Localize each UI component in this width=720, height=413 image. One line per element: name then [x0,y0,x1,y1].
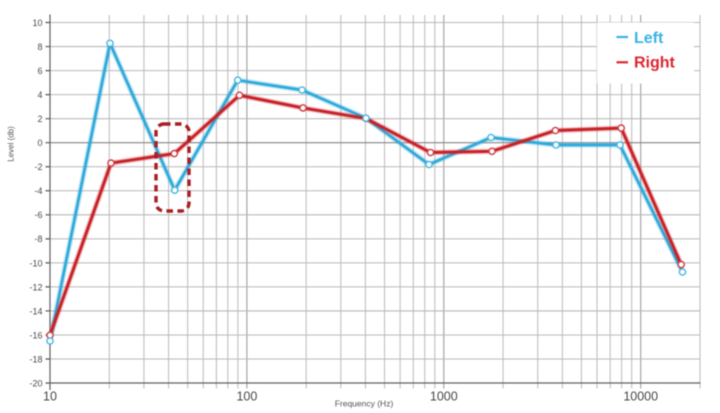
svg-text:6: 6 [37,66,42,76]
svg-text:-14: -14 [29,306,42,316]
svg-text:-10: -10 [29,258,42,268]
svg-text:Frequency (Hz): Frequency (Hz) [335,399,394,409]
svg-text:10: 10 [32,18,42,28]
svg-text:-6: -6 [34,210,42,220]
svg-text:2: 2 [37,114,42,124]
svg-text:-16: -16 [29,330,42,340]
svg-text:-18: -18 [29,354,42,364]
svg-text:-2: -2 [34,162,42,172]
svg-text:Left: Left [634,30,664,47]
svg-text:-8: -8 [34,234,42,244]
svg-text:-4: -4 [34,186,42,196]
svg-text:Right: Right [634,55,676,72]
svg-text:8: 8 [37,42,42,52]
svg-text:-12: -12 [29,282,42,292]
svg-text:-20: -20 [29,378,42,388]
svg-text:Level (db): Level (db) [7,126,16,162]
svg-text:0: 0 [37,138,42,148]
svg-text:10000: 10000 [623,390,658,404]
svg-text:10: 10 [43,390,57,404]
svg-text:100: 100 [236,390,257,404]
svg-text:1000: 1000 [430,390,458,404]
svg-text:4: 4 [37,90,42,100]
